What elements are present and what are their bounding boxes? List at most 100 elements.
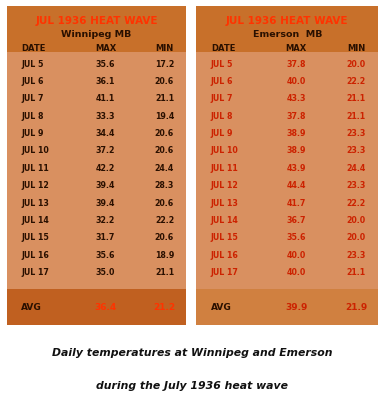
Text: 43.9: 43.9 bbox=[286, 164, 306, 173]
Text: JUL 13: JUL 13 bbox=[21, 198, 49, 208]
Text: 36.1: 36.1 bbox=[96, 77, 115, 86]
Text: 20.6: 20.6 bbox=[155, 198, 174, 208]
Text: MAX: MAX bbox=[286, 44, 307, 53]
Text: JUL 1936 HEAT WAVE: JUL 1936 HEAT WAVE bbox=[35, 16, 158, 25]
Text: 22.2: 22.2 bbox=[347, 198, 366, 208]
FancyBboxPatch shape bbox=[7, 53, 186, 288]
Text: 35.6: 35.6 bbox=[286, 234, 306, 242]
Text: 21.1: 21.1 bbox=[347, 94, 366, 103]
Text: JUL 14: JUL 14 bbox=[211, 216, 239, 225]
Text: JUL 12: JUL 12 bbox=[21, 181, 49, 190]
Text: JUL 13: JUL 13 bbox=[211, 198, 239, 208]
Text: 24.4: 24.4 bbox=[155, 164, 174, 173]
Text: 24.4: 24.4 bbox=[346, 164, 366, 173]
Text: 22.2: 22.2 bbox=[155, 216, 174, 225]
Text: JUL 10: JUL 10 bbox=[211, 146, 239, 156]
Text: 18.9: 18.9 bbox=[155, 251, 174, 260]
Text: 40.0: 40.0 bbox=[287, 268, 306, 277]
Text: 35.0: 35.0 bbox=[96, 268, 115, 277]
Text: 22.2: 22.2 bbox=[347, 77, 366, 86]
Text: Emerson  MB: Emerson MB bbox=[253, 30, 322, 39]
Text: 37.8: 37.8 bbox=[286, 112, 306, 121]
Text: 39.4: 39.4 bbox=[95, 181, 115, 190]
Text: JUL 7: JUL 7 bbox=[211, 94, 233, 103]
Text: 20.6: 20.6 bbox=[155, 77, 174, 86]
Text: 20.6: 20.6 bbox=[155, 129, 174, 138]
Text: 21.1: 21.1 bbox=[155, 268, 174, 277]
Text: JUL 15: JUL 15 bbox=[21, 234, 49, 242]
FancyBboxPatch shape bbox=[196, 53, 378, 288]
Text: JUL 10: JUL 10 bbox=[21, 146, 49, 156]
Text: 36.4: 36.4 bbox=[94, 303, 117, 311]
Text: JUL 6: JUL 6 bbox=[211, 77, 233, 86]
Text: JUL 15: JUL 15 bbox=[211, 234, 239, 242]
Text: 39.9: 39.9 bbox=[285, 303, 308, 311]
Text: AVG: AVG bbox=[211, 303, 232, 311]
FancyBboxPatch shape bbox=[7, 6, 186, 325]
Text: during the July 1936 heat wave: during the July 1936 heat wave bbox=[97, 381, 288, 391]
Text: 40.0: 40.0 bbox=[287, 251, 306, 260]
Text: 42.2: 42.2 bbox=[96, 164, 115, 173]
Text: JUL 9: JUL 9 bbox=[21, 129, 44, 138]
Text: 23.3: 23.3 bbox=[346, 146, 366, 156]
Text: JUL 12: JUL 12 bbox=[211, 181, 239, 190]
Text: 20.0: 20.0 bbox=[347, 234, 366, 242]
Text: JUL 11: JUL 11 bbox=[211, 164, 239, 173]
Text: JUL 5: JUL 5 bbox=[21, 59, 44, 69]
Text: MIN: MIN bbox=[347, 44, 365, 53]
Text: MAX: MAX bbox=[95, 44, 116, 53]
Text: JUL 11: JUL 11 bbox=[21, 164, 49, 173]
Text: 21.1: 21.1 bbox=[155, 94, 174, 103]
Text: 23.3: 23.3 bbox=[346, 129, 366, 138]
Text: MIN: MIN bbox=[155, 44, 174, 53]
Text: 20.0: 20.0 bbox=[347, 216, 366, 225]
Text: 35.6: 35.6 bbox=[95, 59, 115, 69]
Text: Daily temperatures at Winnipeg and Emerson: Daily temperatures at Winnipeg and Emers… bbox=[52, 348, 333, 358]
Text: 41.1: 41.1 bbox=[96, 94, 115, 103]
Text: 44.4: 44.4 bbox=[286, 181, 306, 190]
Text: JUL 1936 HEAT WAVE: JUL 1936 HEAT WAVE bbox=[226, 16, 348, 25]
Text: JUL 8: JUL 8 bbox=[21, 112, 44, 121]
Text: 36.7: 36.7 bbox=[286, 216, 306, 225]
Text: 35.6: 35.6 bbox=[95, 251, 115, 260]
Text: 21.1: 21.1 bbox=[347, 112, 366, 121]
FancyBboxPatch shape bbox=[196, 6, 378, 325]
Text: 19.4: 19.4 bbox=[155, 112, 174, 121]
Text: 23.3: 23.3 bbox=[346, 251, 366, 260]
Text: 38.9: 38.9 bbox=[286, 129, 306, 138]
Text: JUL 8: JUL 8 bbox=[211, 112, 233, 121]
FancyBboxPatch shape bbox=[196, 288, 378, 325]
Text: 28.3: 28.3 bbox=[155, 181, 174, 190]
Text: JUL 14: JUL 14 bbox=[21, 216, 49, 225]
Text: JUL 7: JUL 7 bbox=[21, 94, 44, 103]
Text: JUL 16: JUL 16 bbox=[21, 251, 49, 260]
Text: JUL 17: JUL 17 bbox=[21, 268, 49, 277]
Text: Winnipeg MB: Winnipeg MB bbox=[61, 30, 132, 39]
Text: 43.3: 43.3 bbox=[286, 94, 306, 103]
Text: 38.9: 38.9 bbox=[286, 146, 306, 156]
Text: 40.0: 40.0 bbox=[287, 77, 306, 86]
Text: 32.2: 32.2 bbox=[96, 216, 115, 225]
Text: 34.4: 34.4 bbox=[95, 129, 115, 138]
Text: 20.6: 20.6 bbox=[155, 234, 174, 242]
Text: 20.0: 20.0 bbox=[347, 59, 366, 69]
Text: 37.2: 37.2 bbox=[96, 146, 115, 156]
FancyBboxPatch shape bbox=[7, 288, 186, 325]
Text: 17.2: 17.2 bbox=[155, 59, 174, 69]
Text: 21.9: 21.9 bbox=[345, 303, 367, 311]
Text: 37.8: 37.8 bbox=[286, 59, 306, 69]
Text: AVG: AVG bbox=[21, 303, 42, 311]
Text: JUL 6: JUL 6 bbox=[21, 77, 44, 86]
Text: JUL 5: JUL 5 bbox=[211, 59, 233, 69]
Text: 23.3: 23.3 bbox=[346, 181, 366, 190]
Text: JUL 9: JUL 9 bbox=[211, 129, 233, 138]
Text: DATE: DATE bbox=[21, 44, 46, 53]
Text: 20.6: 20.6 bbox=[155, 146, 174, 156]
Text: JUL 17: JUL 17 bbox=[211, 268, 239, 277]
Text: 21.1: 21.1 bbox=[347, 268, 366, 277]
Text: DATE: DATE bbox=[211, 44, 235, 53]
Text: 33.3: 33.3 bbox=[95, 112, 115, 121]
Text: 39.4: 39.4 bbox=[95, 198, 115, 208]
Text: 21.2: 21.2 bbox=[153, 303, 176, 311]
Text: 31.7: 31.7 bbox=[96, 234, 115, 242]
